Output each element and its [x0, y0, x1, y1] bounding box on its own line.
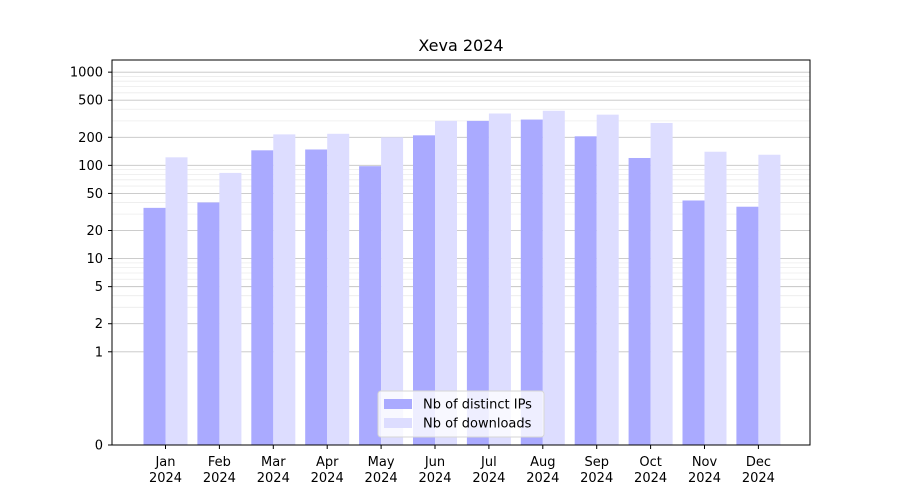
- bar-distinct-ips: [413, 135, 435, 446]
- bar-downloads: [273, 134, 296, 445]
- bar-distinct-ips: [359, 166, 382, 445]
- y-axis: 0 1 2 5 10 20 50 100 200 500 1000: [70, 66, 112, 454]
- legend-swatch: [384, 418, 412, 428]
- y-tick-label: 500: [78, 94, 103, 109]
- bar-downloads: [381, 137, 404, 445]
- x-tick-label: Jan: [154, 455, 175, 470]
- x-tick-label: 2024: [418, 471, 451, 486]
- bar-downloads: [650, 122, 673, 445]
- bar-downloads: [488, 113, 511, 445]
- bar-distinct-ips: [197, 202, 220, 445]
- legend-label: Nb of distinct IPs: [423, 398, 532, 413]
- x-tick-label: Feb: [208, 455, 231, 470]
- y-tick-label: 20: [86, 224, 103, 239]
- x-tick-label: 2024: [257, 471, 290, 486]
- bar-distinct-ips: [143, 207, 166, 445]
- x-tick-label: 2024: [634, 471, 667, 486]
- bar-distinct-ips: [736, 206, 759, 445]
- legend-box: [377, 390, 545, 438]
- x-tick-label: Dec: [746, 455, 771, 470]
- legend: Nb of distinct IPs Nb of downloads: [377, 390, 545, 438]
- x-tick-label: Jul: [480, 455, 497, 470]
- bar-distinct-ips: [628, 157, 651, 445]
- x-tick-label: Nov: [692, 455, 718, 470]
- x-tick-label: Apr: [316, 455, 339, 470]
- y-tick-label: 5: [95, 280, 103, 295]
- y-tick-label: 50: [86, 187, 103, 202]
- bar-downloads: [165, 157, 188, 445]
- legend-label: Nb of downloads: [423, 417, 532, 432]
- y-tick-label: 200: [78, 131, 103, 146]
- y-tick-label: 0: [95, 439, 103, 454]
- x-axis: Jan2024Feb2024Mar2024Apr2024May2024Jun20…: [149, 445, 775, 486]
- x-tick-label: Sep: [584, 455, 609, 470]
- x-tick-label: May: [368, 455, 395, 470]
- y-tick-label: 2: [95, 317, 103, 332]
- x-tick-label: 2024: [203, 471, 236, 486]
- bars: [143, 110, 781, 446]
- x-tick-label: Oct: [639, 455, 661, 470]
- x-tick-label: Aug: [530, 455, 555, 470]
- bar-downloads: [435, 120, 457, 446]
- bar-distinct-ips: [574, 136, 597, 445]
- chart-title: Xeva 2024: [418, 36, 503, 55]
- x-tick-label: Mar: [261, 455, 286, 470]
- x-tick-label: 2024: [365, 471, 398, 486]
- y-tick-label: 10: [86, 252, 103, 267]
- y-tick-label: 100: [78, 159, 103, 174]
- bar-downloads: [219, 172, 242, 445]
- x-tick-label: 2024: [526, 471, 559, 486]
- bar-downloads: [704, 151, 727, 445]
- bar-downloads: [596, 114, 619, 446]
- y-tick-label: 1: [95, 345, 103, 360]
- legend-swatch: [384, 399, 412, 409]
- plot-frame: [111, 59, 811, 446]
- x-tick-label: 2024: [311, 471, 344, 486]
- x-tick-label: Jun: [424, 455, 445, 470]
- x-tick-label: 2024: [472, 471, 505, 486]
- bar-downloads: [327, 133, 350, 445]
- bar-distinct-ips: [305, 149, 328, 445]
- x-tick-label: 2024: [580, 471, 613, 486]
- x-tick-label: 2024: [149, 471, 182, 486]
- bar-distinct-ips: [520, 119, 543, 446]
- bar-distinct-ips: [682, 200, 705, 445]
- bar-distinct-ips: [251, 150, 274, 446]
- y-tick-label: 1000: [70, 66, 103, 81]
- x-tick-label: 2024: [742, 471, 775, 486]
- bar-downloads: [542, 110, 565, 445]
- x-tick-label: 2024: [688, 471, 721, 486]
- bar-distinct-ips: [466, 120, 489, 446]
- bar-downloads: [758, 154, 781, 445]
